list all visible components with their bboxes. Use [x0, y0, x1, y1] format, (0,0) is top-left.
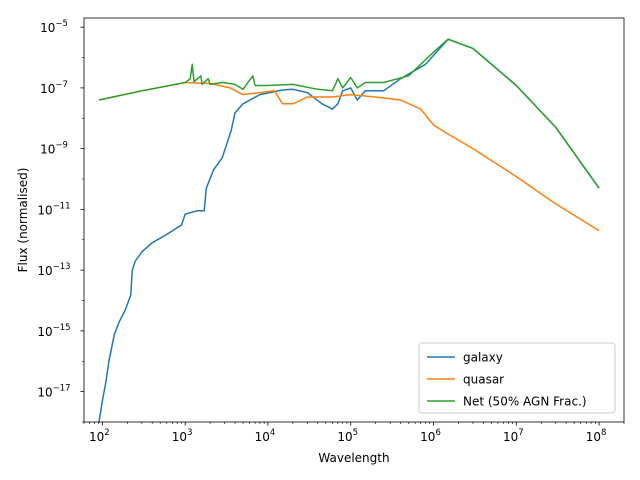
legend-box — [418, 342, 616, 414]
y-tick-label: 10−5 — [40, 19, 68, 35]
legend-label: Net (50% AGN Frac.) — [463, 395, 587, 409]
y-tick-label: 10−15 — [37, 323, 70, 339]
x-axis-label: Wavelength — [318, 451, 389, 465]
x-tick-label: 106 — [420, 428, 441, 444]
x-tick-label: 103 — [172, 428, 193, 444]
y-tick-label: 10−13 — [37, 262, 70, 278]
legend-label: quasar — [463, 373, 504, 387]
x-tick-label: 108 — [586, 428, 607, 444]
legend: galaxy quasar Net (50% AGN Frac.) — [418, 342, 616, 414]
y-tick-label: 10−11 — [37, 201, 70, 217]
x-axis: 102 103 104 105 106 107 108 — [83, 422, 625, 444]
x-tick-label: 105 — [337, 428, 358, 444]
series-layer — [98, 38, 600, 423]
x-tick-label: 102 — [89, 428, 110, 444]
x-tick-label: 107 — [503, 428, 524, 444]
x-tick-label: 104 — [255, 428, 276, 444]
y-tick-label: 10−7 — [40, 80, 68, 96]
plot-frame — [83, 17, 625, 423]
y-tick-label: 10−17 — [37, 384, 70, 400]
y-axis: 10−17 10−15 10−13 10−11 10−9 10−7 10−5 — [37, 19, 84, 423]
series-line-galaxy — [98, 38, 600, 423]
y-tick-label: 10−9 — [40, 141, 68, 157]
series-line-net-50-agn-frac — [98, 38, 600, 189]
legend-label: galaxy — [463, 351, 503, 365]
y-axis-label: Flux (normalised) — [16, 168, 30, 273]
series-line-quasar — [98, 81, 600, 232]
